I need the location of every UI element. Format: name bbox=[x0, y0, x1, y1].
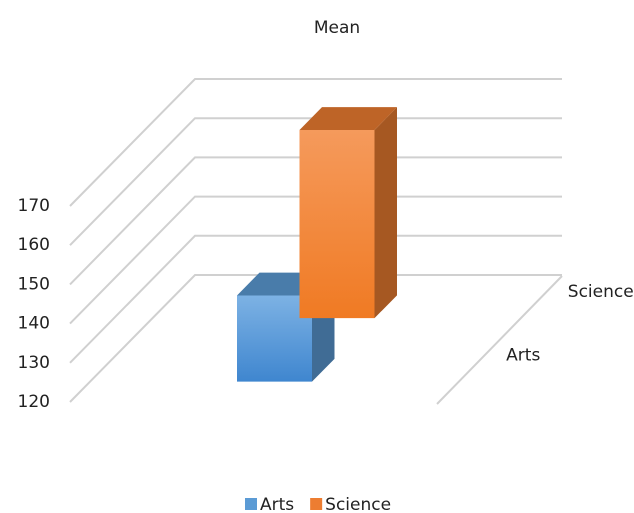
grid-line bbox=[69, 78, 562, 207]
grid-line bbox=[69, 195, 562, 325]
grid-line bbox=[69, 117, 562, 246]
legend-swatch bbox=[245, 498, 257, 510]
depth-axis bbox=[436, 275, 563, 405]
legend-label: Science bbox=[325, 495, 391, 513]
y-tick-label: 170 bbox=[18, 196, 50, 216]
bar-top bbox=[299, 107, 397, 131]
depth-label: Science bbox=[568, 282, 634, 302]
chart-title: Mean bbox=[314, 18, 360, 38]
legend-swatch bbox=[310, 498, 323, 510]
bar-side bbox=[374, 107, 397, 319]
bar bbox=[299, 130, 375, 319]
grid-line bbox=[69, 234, 562, 364]
y-tick-label: 160 bbox=[18, 235, 50, 255]
depth-label: Arts bbox=[506, 345, 540, 365]
grid-line bbox=[69, 274, 562, 403]
bar bbox=[237, 295, 312, 382]
y-tick-label: 120 bbox=[18, 392, 50, 412]
y-tick-label: 140 bbox=[18, 314, 50, 334]
y-tick-label: 130 bbox=[18, 353, 50, 373]
legend-label: Arts bbox=[260, 495, 294, 513]
grid-line bbox=[69, 156, 562, 286]
y-tick-label: 150 bbox=[18, 274, 50, 294]
